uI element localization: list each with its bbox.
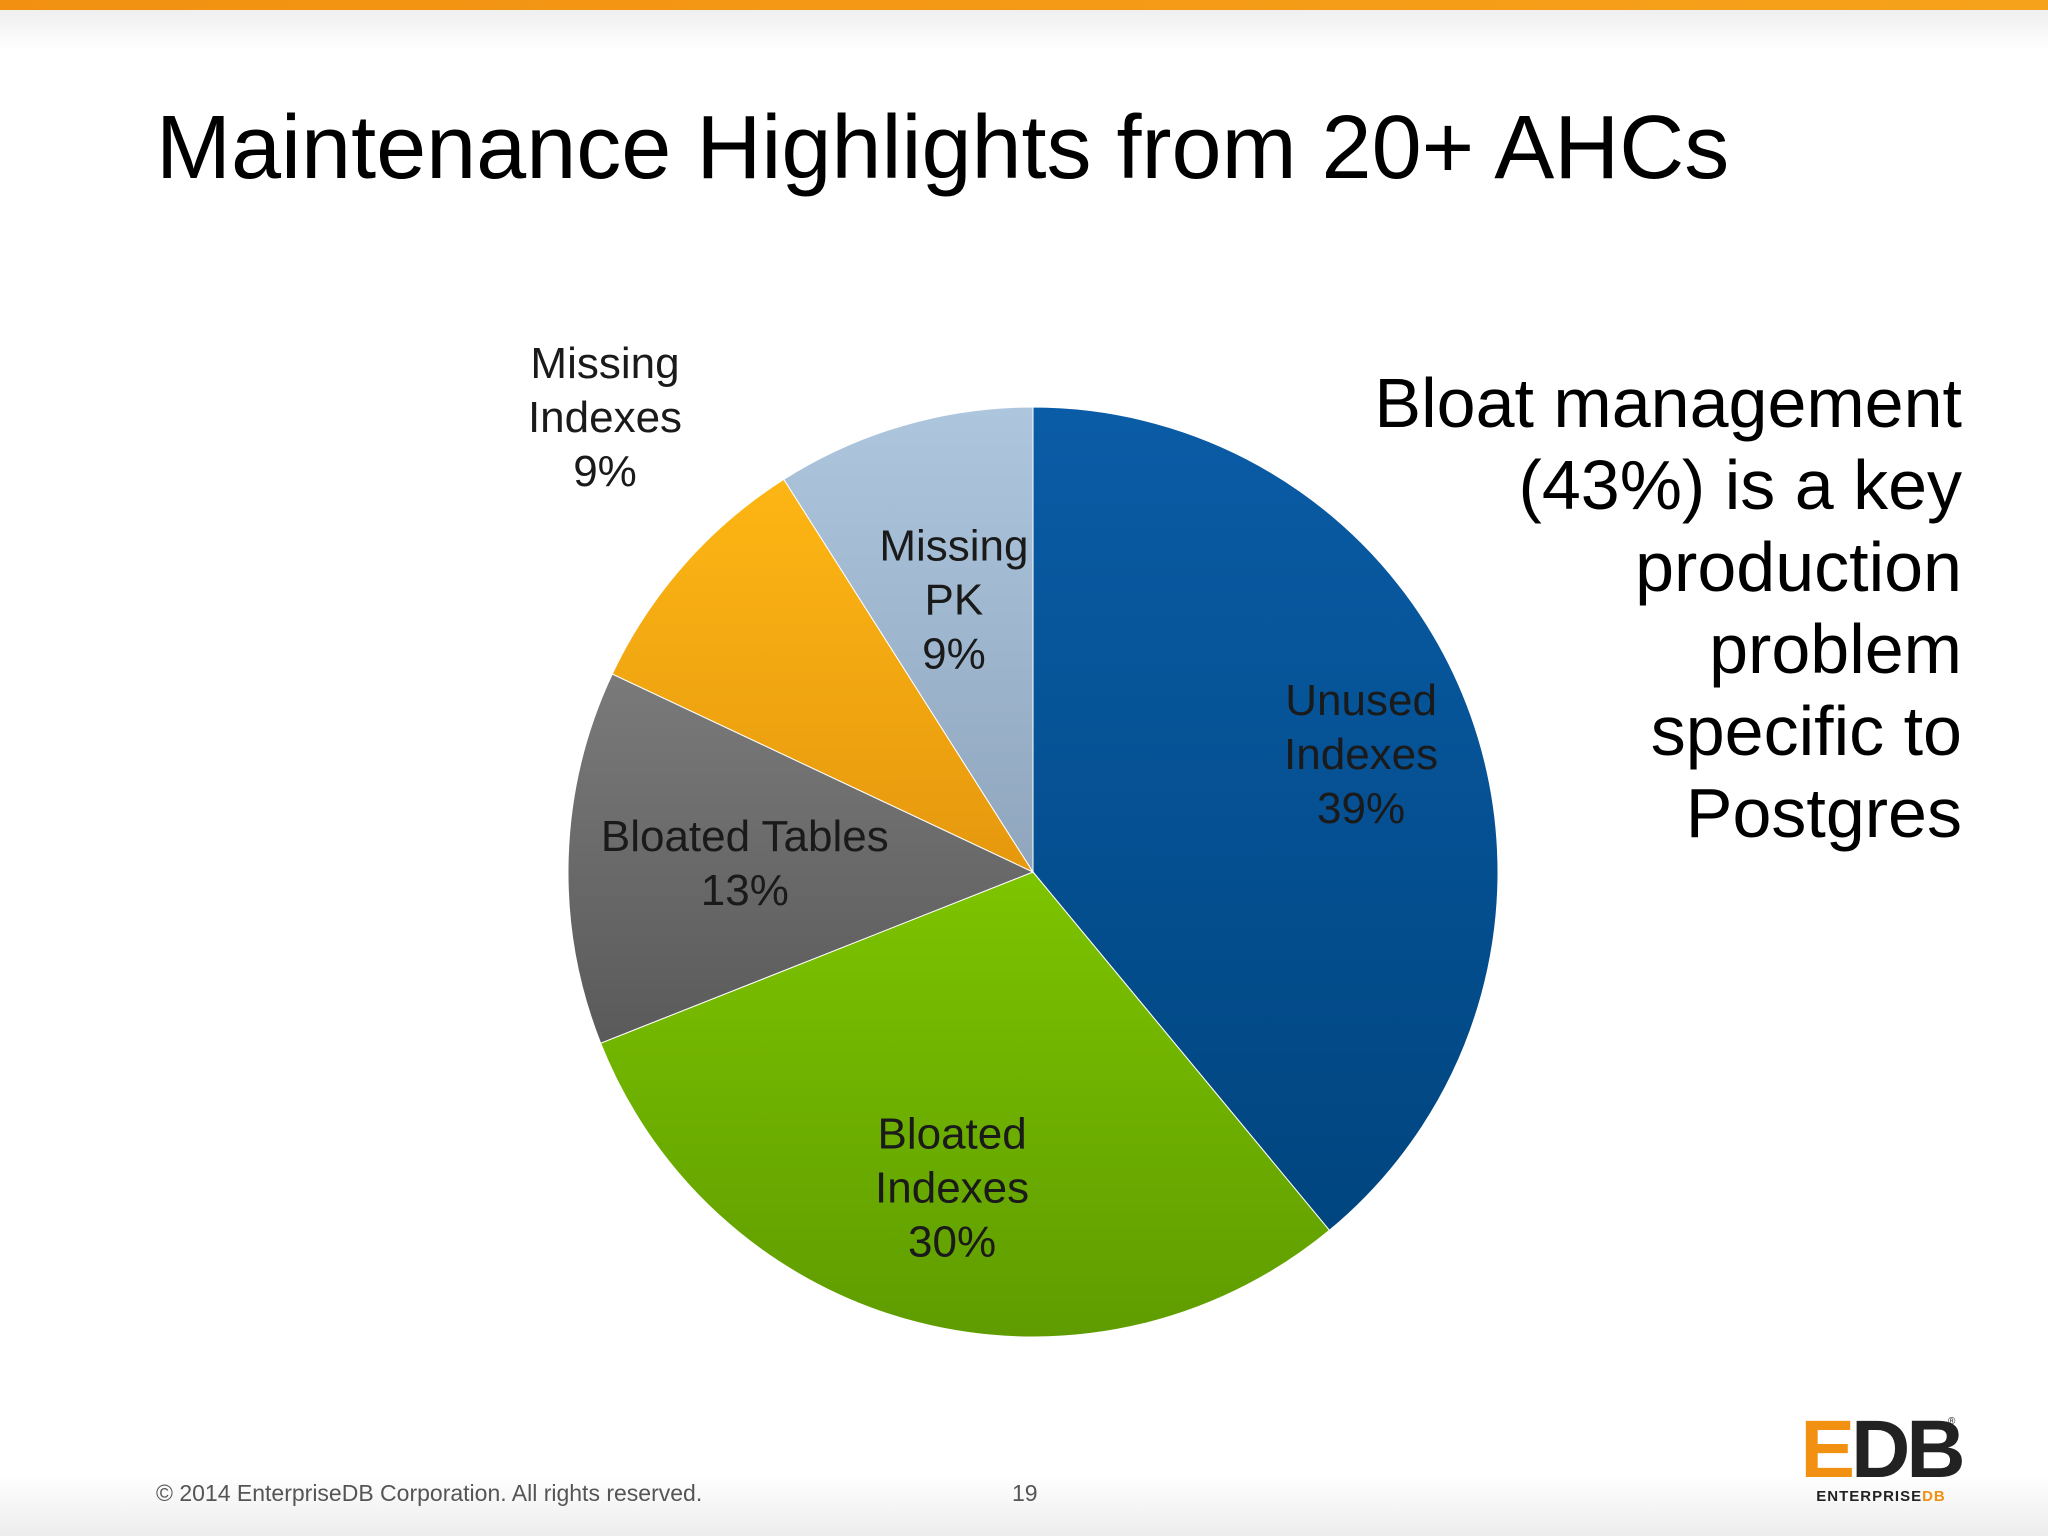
page-number: 19	[1012, 1480, 1038, 1506]
pie-slice-1	[1032, 406, 1499, 1231]
callout-line-3: production	[1635, 528, 1962, 606]
pie-label-3-line-1: Bloated Tables	[601, 812, 889, 861]
callout-line-2: (43%) is a key	[1518, 446, 1962, 524]
pie-label-1-line-3: 39%	[1317, 784, 1405, 833]
callout-text: Bloat management (43%) is a key producti…	[1322, 362, 1962, 854]
pie-label-5: Missing PK 9%	[879, 522, 1028, 679]
logo-registered-mark: ®	[1948, 1416, 1956, 1427]
pie-label-4-line-2: Indexes	[528, 393, 682, 442]
pie-slice-2	[600, 871, 1331, 1338]
pie-slice-4	[611, 478, 1035, 874]
logo-mark: EDB	[1800, 1404, 1965, 1495]
top-shade	[0, 10, 2048, 50]
pie-label-1-line-2: Indexes	[1284, 730, 1438, 779]
copyright-text: © 2014 EnterpriseDB Corporation. All rig…	[156, 1480, 703, 1506]
pie-slice-3	[567, 673, 1035, 1044]
callout-line-1: Bloat management	[1374, 364, 1962, 442]
callout-line-6: Postgres	[1685, 774, 1962, 852]
callout-line-5: specific to	[1650, 692, 1962, 770]
pie-label-1-line-1: Unused	[1285, 676, 1437, 725]
pie-label-5-line-2: PK	[925, 576, 984, 625]
pie-slice-5	[783, 406, 1034, 874]
callout-line-4: problem	[1709, 610, 1962, 688]
pie-label-2-line-2: Indexes	[875, 1163, 1029, 1212]
pie-label-2-line-1: Bloated	[877, 1109, 1026, 1158]
logo-wordmark: ENTERPRISEDB	[1816, 1488, 1946, 1505]
pie-label-3: Bloated Tables 13%	[601, 812, 889, 915]
pie-label-4: Missing Indexes 9%	[528, 339, 682, 496]
pie-label-1: Unused Indexes 39%	[1284, 676, 1438, 833]
pie-label-2-line-3: 30%	[908, 1217, 996, 1266]
top-accent-bar	[0, 0, 2048, 10]
bottom-shade	[0, 1476, 2048, 1536]
pie-label-5-line-3: 9%	[922, 630, 986, 679]
pie-label-4-line-3: 9%	[573, 447, 637, 496]
pie-label-2: Bloated Indexes 30%	[875, 1109, 1029, 1266]
pie-label-5-line-1: Missing	[879, 522, 1028, 571]
slide-title: Maintenance Highlights from 20+ AHCs	[156, 98, 1730, 198]
pie-label-3-line-2: 13%	[701, 866, 789, 915]
edb-logo: EDB ® ENTERPRISEDB	[1800, 1404, 1965, 1506]
pie-label-4-line-1: Missing	[530, 339, 679, 388]
